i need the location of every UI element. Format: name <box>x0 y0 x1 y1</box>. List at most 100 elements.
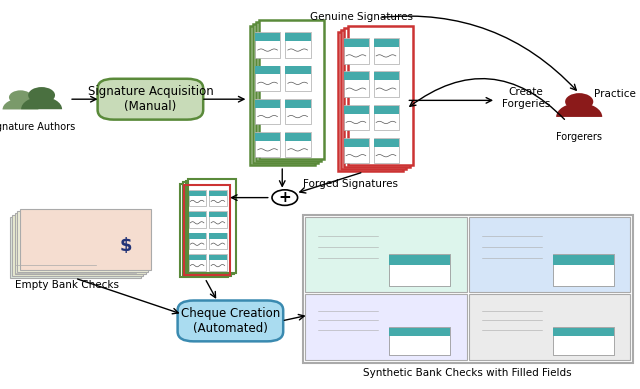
Bar <box>255 67 280 75</box>
Text: Empty Bank Checks: Empty Bank Checks <box>15 280 119 290</box>
Text: Signature Authors: Signature Authors <box>0 122 75 132</box>
Bar <box>189 191 206 196</box>
Bar <box>12 215 143 276</box>
Text: Forged Signatures: Forged Signatures <box>303 179 398 189</box>
Bar <box>389 327 451 354</box>
Bar <box>374 105 399 114</box>
Text: Create
Forgeries: Create Forgeries <box>502 87 550 109</box>
Bar <box>305 217 467 292</box>
Bar <box>20 209 151 270</box>
Bar <box>15 213 146 274</box>
Bar <box>553 255 614 265</box>
Bar <box>189 254 206 270</box>
Wedge shape <box>556 103 602 117</box>
Bar <box>374 72 399 97</box>
Text: Forgerers: Forgerers <box>556 132 602 142</box>
Bar <box>259 20 324 159</box>
Circle shape <box>565 93 593 110</box>
Bar <box>285 132 310 158</box>
Bar <box>374 39 399 47</box>
Bar <box>303 215 633 363</box>
Bar <box>189 233 206 238</box>
Bar <box>209 233 227 249</box>
Bar <box>255 132 280 158</box>
Bar <box>338 32 403 171</box>
Bar <box>255 99 280 124</box>
Bar <box>255 32 280 58</box>
Bar <box>189 233 206 249</box>
Bar <box>285 99 310 124</box>
Bar <box>184 185 230 275</box>
Bar <box>344 72 369 97</box>
Bar <box>374 138 399 163</box>
Bar <box>209 255 227 260</box>
Bar <box>348 26 413 165</box>
Bar <box>389 255 451 265</box>
Bar <box>285 67 310 75</box>
Bar <box>285 66 310 91</box>
Text: +: + <box>278 190 291 205</box>
Bar <box>344 139 369 147</box>
Bar <box>344 105 369 130</box>
Circle shape <box>272 190 298 205</box>
Bar <box>285 33 310 41</box>
Bar <box>285 100 310 108</box>
Bar <box>553 254 614 286</box>
Wedge shape <box>21 97 62 109</box>
Bar <box>209 212 227 228</box>
Bar <box>189 190 206 206</box>
Bar <box>186 181 234 274</box>
Text: Practice: Practice <box>594 89 636 99</box>
Bar <box>209 233 227 238</box>
Bar <box>305 294 467 360</box>
Bar <box>374 105 399 130</box>
Bar <box>389 254 451 286</box>
Text: $: $ <box>120 237 132 255</box>
Bar <box>469 294 630 360</box>
Bar <box>250 26 315 165</box>
Bar <box>255 100 280 108</box>
Bar <box>469 217 630 292</box>
Bar <box>188 179 236 273</box>
Bar <box>17 211 148 272</box>
Circle shape <box>9 90 32 104</box>
Bar <box>209 190 227 206</box>
FancyBboxPatch shape <box>177 301 283 342</box>
Bar <box>389 328 451 336</box>
Bar <box>209 212 227 217</box>
Bar <box>344 38 369 63</box>
Bar <box>189 212 206 217</box>
Bar <box>10 217 141 278</box>
Bar <box>344 72 369 81</box>
Bar <box>189 212 206 228</box>
Circle shape <box>28 87 55 103</box>
Bar <box>256 22 321 161</box>
Text: Synthetic Bank Checks with Filled Fields: Synthetic Bank Checks with Filled Fields <box>363 368 572 378</box>
Bar <box>344 28 410 167</box>
Bar <box>344 39 369 47</box>
Bar <box>374 38 399 63</box>
Wedge shape <box>3 98 38 109</box>
Bar <box>180 184 228 277</box>
Bar <box>374 72 399 81</box>
Bar <box>553 327 614 354</box>
Bar <box>285 32 310 58</box>
Bar <box>209 254 227 270</box>
Bar <box>255 133 280 141</box>
FancyBboxPatch shape <box>97 79 204 120</box>
Bar <box>553 328 614 336</box>
Bar <box>344 105 369 114</box>
Bar <box>374 139 399 147</box>
Bar <box>344 138 369 163</box>
Text: Cheque Creation
(Automated): Cheque Creation (Automated) <box>180 307 280 335</box>
Bar <box>285 133 310 141</box>
Text: Genuine Signatures: Genuine Signatures <box>310 12 413 22</box>
Bar <box>341 30 406 169</box>
Bar <box>255 66 280 91</box>
Bar <box>255 33 280 41</box>
Text: Signature Acquisition
(Manual): Signature Acquisition (Manual) <box>88 85 213 113</box>
Bar <box>189 255 206 260</box>
Bar <box>253 24 318 163</box>
Bar <box>183 182 231 276</box>
Bar <box>209 191 227 196</box>
